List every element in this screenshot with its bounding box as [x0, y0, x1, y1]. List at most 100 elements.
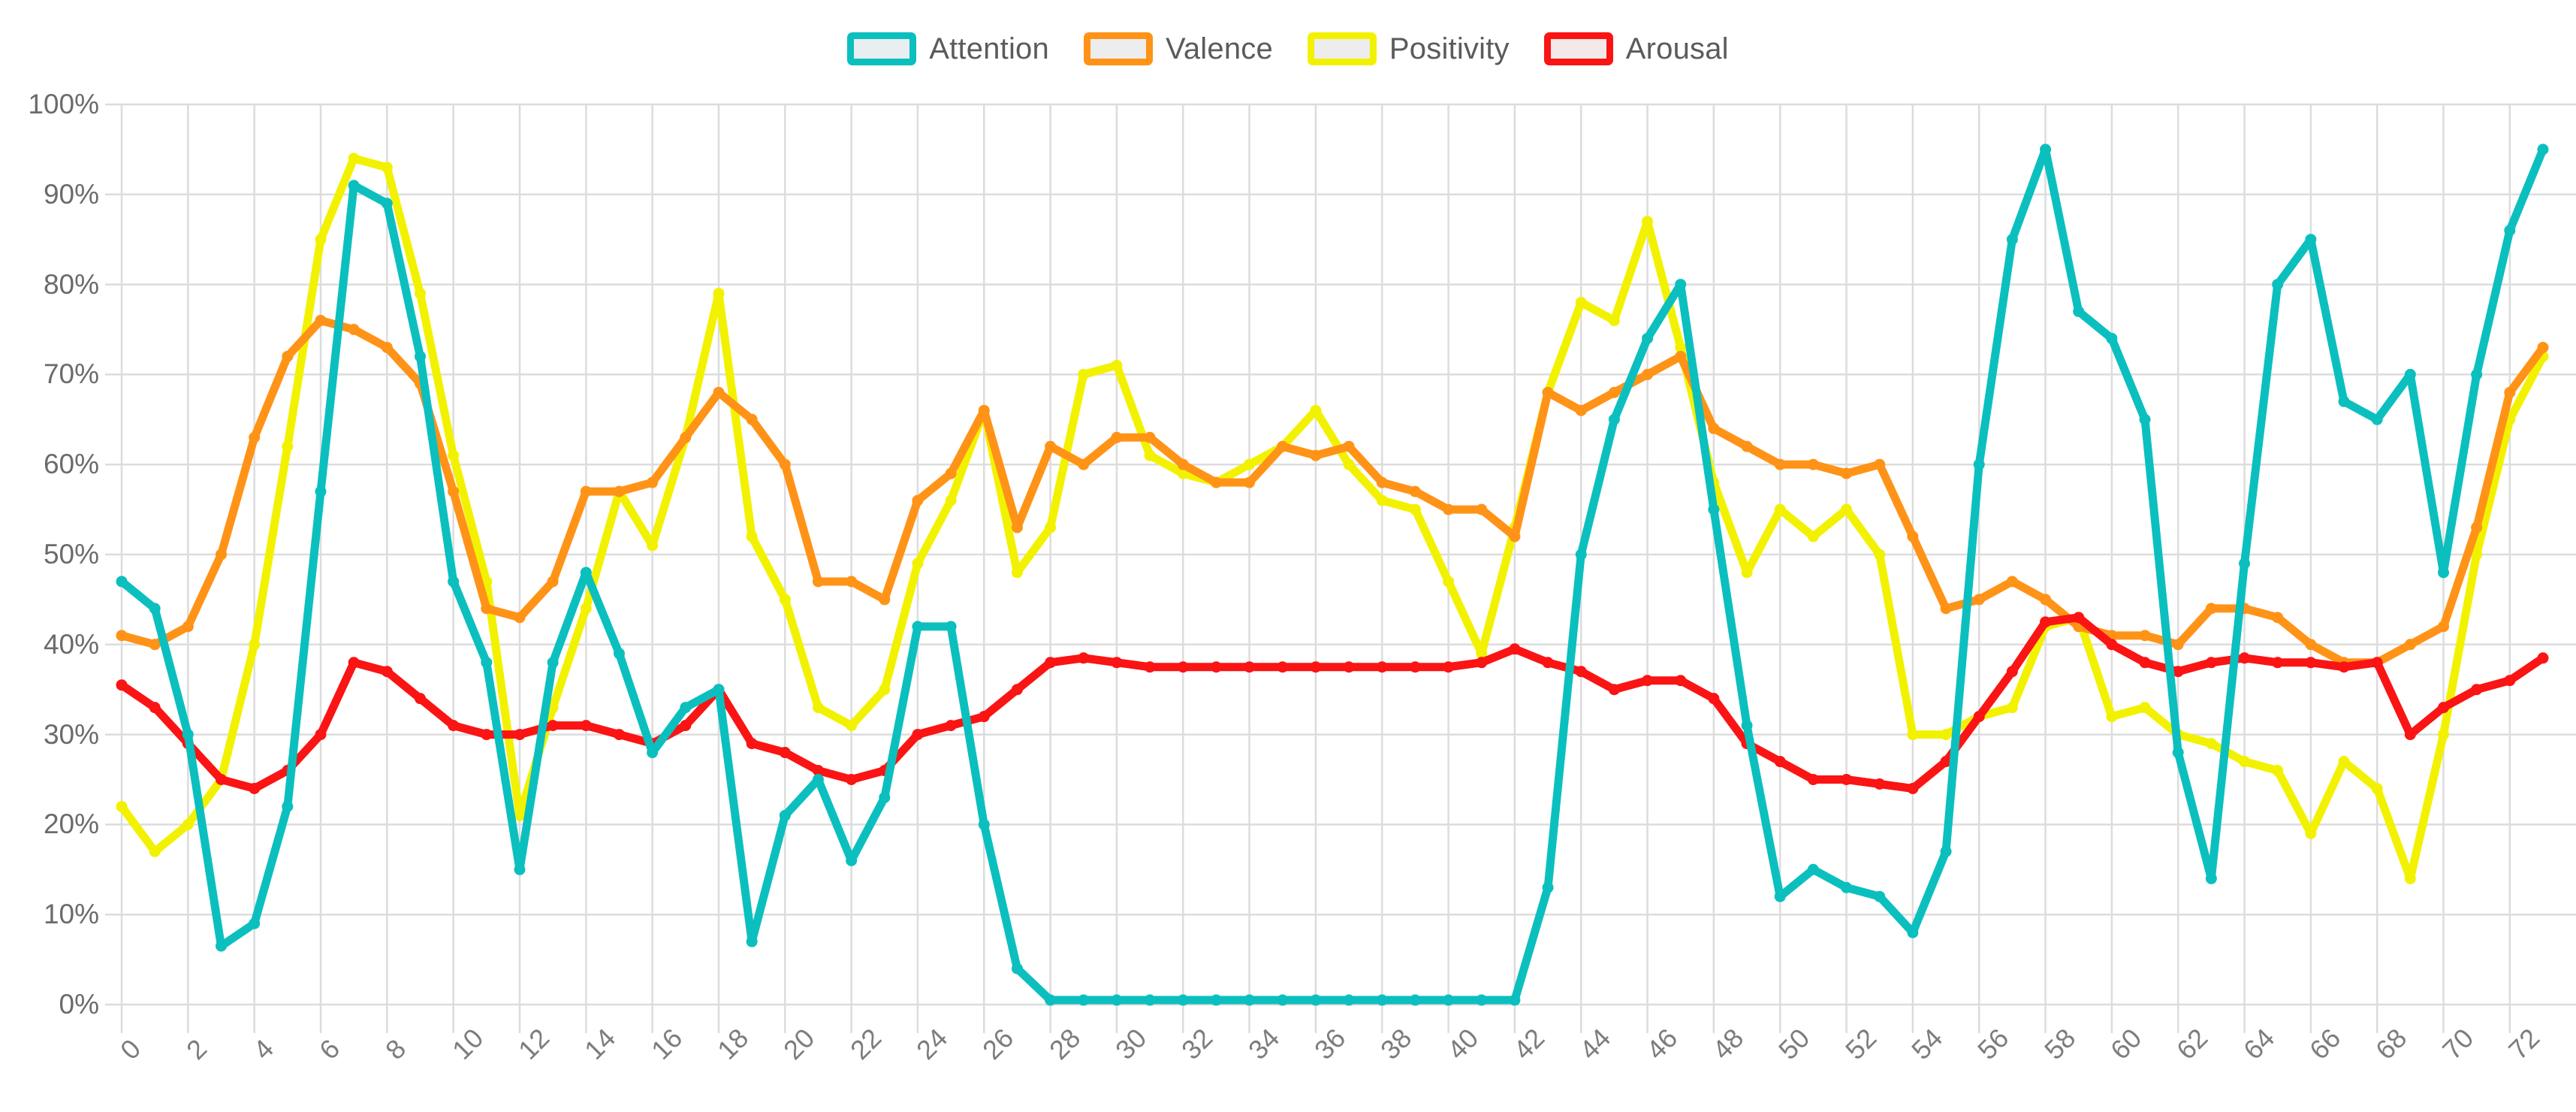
- data-point: [1244, 661, 1256, 673]
- data-point: [613, 729, 625, 741]
- x-tick-label: 72: [2502, 1022, 2546, 1065]
- y-axis: 0% 10% 20% 30% 40% 50% 60% 70% 80% 90% 100%: [0, 0, 113, 1112]
- data-point: [613, 485, 625, 497]
- data-point: [1376, 476, 1388, 488]
- data-point: [580, 567, 592, 579]
- data-point: [1642, 675, 1654, 687]
- data-point: [1310, 404, 1322, 416]
- data-point: [912, 729, 924, 741]
- y-tick-label: 0%: [59, 989, 99, 1020]
- data-point: [1608, 386, 1620, 398]
- x-tick-label: 40: [1440, 1022, 1484, 1065]
- data-point: [2371, 782, 2383, 794]
- data-point: [1277, 661, 1289, 673]
- x-tick-label: 46: [1639, 1022, 1683, 1065]
- x-tick-label: 4: [246, 1032, 279, 1065]
- data-point: [514, 612, 526, 624]
- data-point: [1973, 711, 1985, 723]
- data-point: [249, 917, 261, 929]
- data-point: [846, 720, 858, 732]
- data-point: [1907, 729, 1919, 741]
- x-tick-label: 60: [2104, 1022, 2148, 1065]
- data-point: [2305, 827, 2317, 839]
- data-point: [1542, 657, 1554, 669]
- data-point: [2438, 702, 2450, 714]
- data-point: [1045, 657, 1057, 669]
- data-point: [2305, 639, 2317, 651]
- x-tick-label: 24: [909, 1022, 954, 1065]
- x-tick-label: 16: [644, 1022, 688, 1065]
- data-point: [116, 630, 128, 642]
- legend-item-valence[interactable]: Valence: [1083, 32, 1273, 66]
- data-point: [2404, 729, 2416, 741]
- x-tick-label: 50: [1772, 1022, 1816, 1065]
- data-point: [1244, 994, 1256, 1006]
- data-point: [812, 774, 824, 785]
- data-point: [1741, 440, 1753, 452]
- data-point: [1907, 782, 1919, 794]
- data-point: [1575, 404, 1587, 416]
- data-point: [1343, 994, 1355, 1006]
- data-point: [2537, 652, 2549, 664]
- data-point: [1177, 661, 1189, 673]
- data-point: [1940, 603, 1952, 615]
- data-point: [1940, 729, 1952, 741]
- data-point: [1177, 458, 1189, 470]
- data-point: [812, 702, 824, 714]
- data-point: [2040, 594, 2052, 606]
- x-tick-label: 22: [843, 1022, 887, 1065]
- data-point: [912, 558, 924, 570]
- data-point: [547, 576, 559, 588]
- data-point: [1443, 661, 1455, 673]
- data-point: [1874, 778, 1886, 790]
- data-point: [2504, 386, 2516, 398]
- data-point: [249, 782, 261, 794]
- data-point: [945, 621, 957, 633]
- legend-item-attention[interactable]: Attention: [847, 32, 1049, 66]
- x-tick-label: 66: [2303, 1022, 2347, 1065]
- data-point: [1575, 297, 1587, 309]
- data-point: [779, 458, 791, 470]
- data-point: [1973, 594, 1985, 606]
- data-point: [1741, 567, 1753, 579]
- data-point: [149, 845, 161, 857]
- data-point: [381, 666, 393, 678]
- data-point: [514, 729, 526, 741]
- data-point: [2272, 657, 2284, 669]
- series-line: [117, 145, 2547, 1005]
- y-tick-label: 100%: [28, 89, 99, 119]
- data-point: [282, 440, 294, 452]
- data-point: [414, 350, 426, 362]
- data-point: [2205, 872, 2217, 884]
- data-point: [2106, 639, 2118, 651]
- data-point: [846, 576, 858, 588]
- data-point: [315, 234, 327, 246]
- y-tick-label: 20%: [43, 808, 99, 840]
- data-point: [1774, 890, 1786, 902]
- data-point: [1409, 503, 1421, 515]
- data-point: [746, 935, 758, 947]
- data-point: [1907, 530, 1919, 542]
- x-tick-label: 70: [2436, 1022, 2479, 1065]
- data-point: [1310, 661, 1322, 673]
- data-point: [2239, 756, 2251, 768]
- data-point: [846, 854, 858, 866]
- data-point: [1343, 440, 1355, 452]
- data-point: [1277, 440, 1289, 452]
- data-point: [116, 576, 128, 588]
- legend-item-positivity[interactable]: Positivity: [1307, 32, 1510, 66]
- data-point: [1111, 994, 1123, 1006]
- data-point: [2205, 603, 2217, 615]
- data-point: [315, 729, 327, 741]
- data-point: [2139, 413, 2151, 425]
- x-tick-label: 32: [1175, 1022, 1219, 1065]
- data-point: [1111, 657, 1123, 669]
- data-point: [1675, 279, 1687, 291]
- data-point: [2438, 621, 2450, 633]
- data-point: [2338, 395, 2350, 407]
- data-point: [1011, 962, 1023, 975]
- data-point: [2338, 756, 2350, 768]
- legend-item-arousal[interactable]: Arousal: [1543, 32, 1729, 66]
